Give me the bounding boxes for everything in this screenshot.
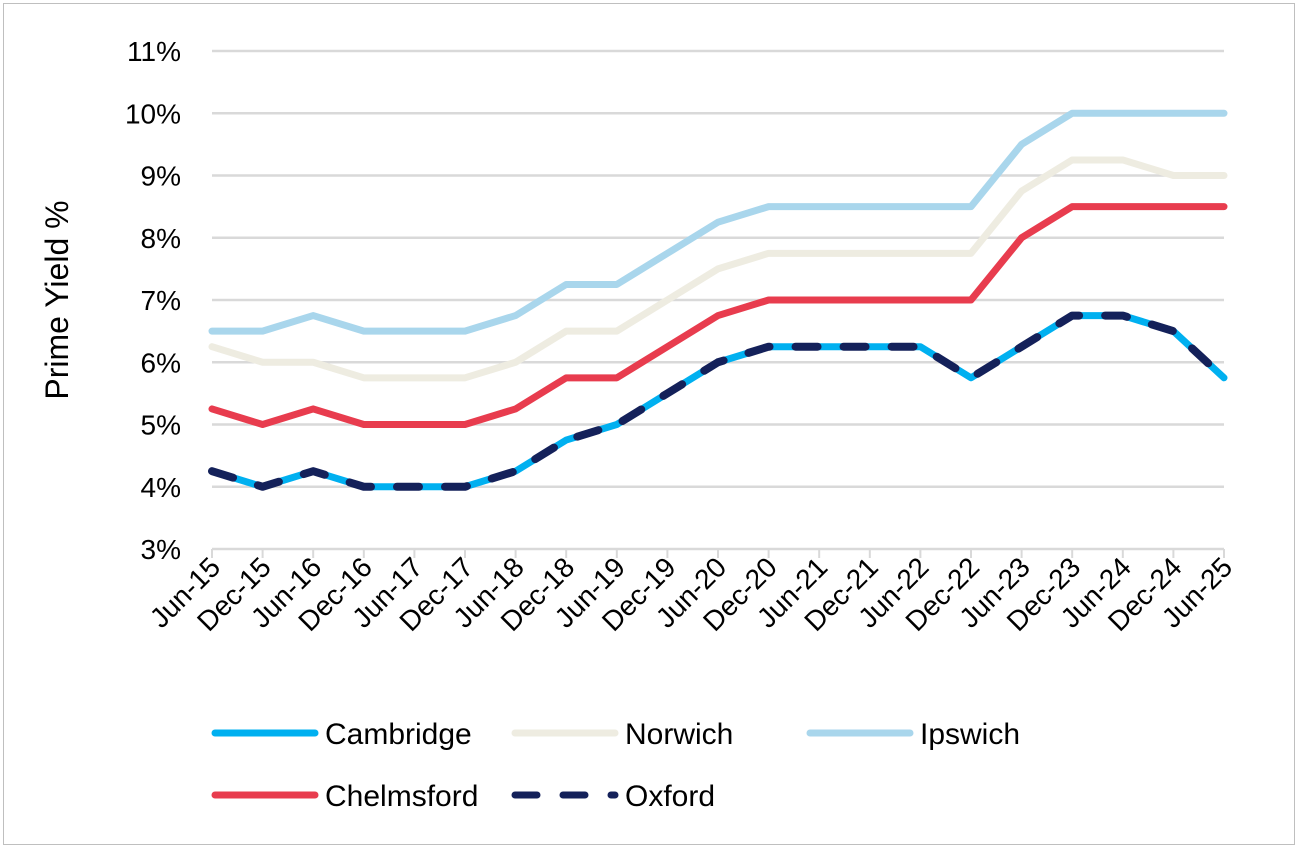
y-tick-label: 8% (141, 223, 181, 254)
legend-label-norwich: Norwich (625, 718, 733, 751)
series-lines (208, 109, 1228, 491)
y-tick-label: 9% (141, 161, 181, 192)
legend-label-cambridge: Cambridge (325, 718, 472, 751)
series-line-ipswich (208, 109, 1228, 335)
x-axis: Jun-15Dec-15Jun-16Dec-16Jun-17Dec-17Jun-… (144, 547, 1238, 637)
y-tick-label: 10% (125, 98, 181, 129)
y-tick-label: 4% (141, 472, 181, 503)
series-line-norwich (208, 156, 1228, 382)
series-line-chelmsford (208, 203, 1228, 428)
y-tick-label: 3% (141, 534, 181, 565)
y-tick-label: 7% (141, 285, 181, 316)
legend-label-oxford: Oxford (625, 780, 715, 813)
y-axis-label: Prime Yield % (39, 200, 75, 399)
series-line-oxford (208, 311, 1228, 491)
y-tick-label: 6% (141, 347, 181, 378)
y-axis-ticks: 3% 4% 5% 6% 7% 8% 9% 10% 11% (125, 36, 181, 565)
y-tick-label: 5% (141, 410, 181, 441)
gridlines (212, 49, 1224, 488)
series-line-cambridge (208, 312, 1228, 491)
chart-frame (3, 3, 1295, 845)
y-tick-label: 11% (127, 36, 181, 67)
legend-label-chelmsford: Chelmsford (325, 780, 478, 813)
legend: Cambridge Norwich Ipswich Chelmsford Oxford (211, 718, 1020, 813)
legend-label-ipswich: Ipswich (920, 718, 1020, 751)
